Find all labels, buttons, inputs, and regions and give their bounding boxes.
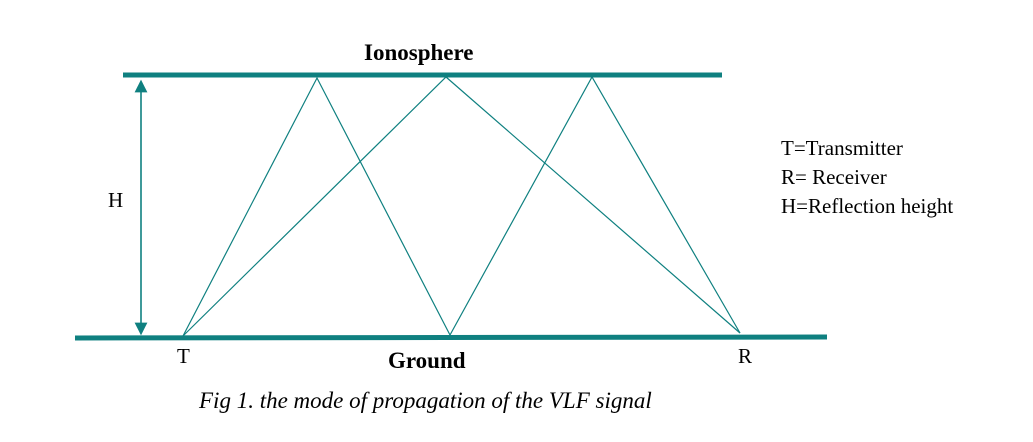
legend-item-receiver: R= Receiver xyxy=(781,165,887,189)
ionosphere-label: Ionosphere xyxy=(364,40,474,65)
ground-label: Ground xyxy=(388,348,466,373)
transmitter-label: T xyxy=(177,344,190,368)
two-hop-ray-path xyxy=(182,75,741,337)
ground-line xyxy=(74,334,828,341)
legend-item-transmitter: T=Transmitter xyxy=(781,136,903,160)
receiver-label: R xyxy=(738,344,753,368)
height-label: H xyxy=(108,188,124,212)
ray-paths xyxy=(182,75,741,337)
one-hop-ray-path xyxy=(182,76,741,337)
figure-caption: Fig 1. the mode of propagation of the VL… xyxy=(199,388,652,413)
legend-item-height: H=Reflection height xyxy=(781,194,954,218)
legend: T=Transmitter R= Receiver H=Reflection h… xyxy=(781,134,953,221)
